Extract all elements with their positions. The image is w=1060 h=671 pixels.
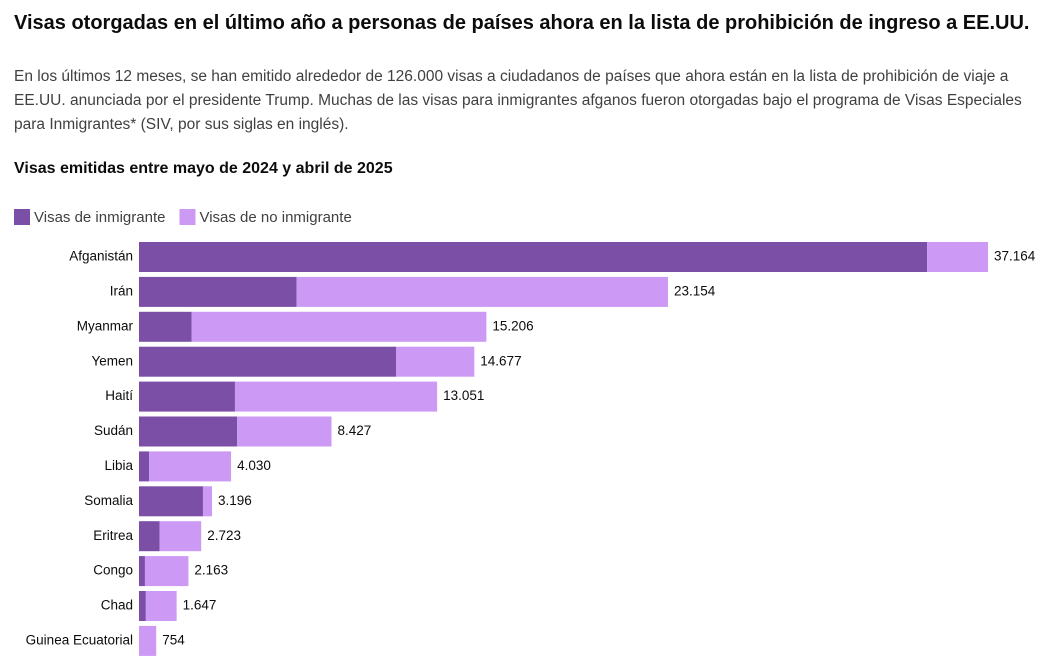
legend-swatch — [179, 209, 196, 225]
category-label: Congo — [93, 563, 133, 578]
bar-segment — [139, 416, 238, 447]
bar-segment — [139, 381, 235, 412]
bar-segment — [149, 451, 232, 482]
chart: Visas de inmigrante Visas de no inmigrant… — [14, 209, 1036, 656]
bar-segment — [159, 521, 202, 552]
total-label: 23.154 — [674, 283, 716, 298]
total-label: 3.196 — [218, 493, 252, 508]
bar-segment — [191, 311, 487, 342]
category-label: Afganistán — [69, 249, 133, 264]
total-label: 8.427 — [338, 423, 372, 438]
bar-segment — [139, 346, 397, 377]
total-label: 37.164 — [994, 249, 1036, 264]
total-label: 2.163 — [194, 563, 228, 578]
category-label: Libia — [104, 458, 133, 473]
category-label: Eritrea — [93, 528, 133, 543]
category-label: Irán — [110, 283, 133, 298]
legend-swatch — [14, 209, 30, 225]
bar-segment — [139, 521, 160, 552]
category-label: Somalia — [84, 493, 133, 508]
bar-segment — [927, 242, 988, 272]
bar-segment — [144, 556, 189, 587]
legend-label: Visas de inmigrante — [34, 209, 165, 226]
bar-segment — [234, 381, 438, 412]
bar-segment — [139, 276, 297, 307]
total-label: 15.206 — [492, 318, 533, 333]
bar-segment — [237, 416, 332, 447]
bar-segment — [396, 346, 475, 377]
chart-subtitle: Visas emitidas entre mayo de 2024 y abri… — [14, 160, 393, 177]
chart-title: Visas otorgadas en el último año a perso… — [14, 12, 1030, 34]
bar-segment — [202, 486, 213, 517]
total-label: 13.051 — [443, 388, 484, 403]
category-label: Myanmar — [77, 318, 134, 333]
category-label: Yemen — [91, 353, 133, 368]
bar-segment — [139, 486, 203, 517]
category-label: Chad — [101, 598, 133, 613]
total-label: 14.677 — [480, 353, 521, 368]
bar-segment — [296, 276, 668, 307]
bar-segment — [139, 311, 192, 342]
bar-segment — [145, 591, 177, 621]
total-label: 754 — [162, 632, 185, 647]
bar-segment — [139, 625, 157, 656]
total-label: 1.647 — [183, 598, 217, 613]
bar-segment — [139, 242, 928, 272]
category-label: Sudán — [94, 423, 133, 438]
bar-segment — [139, 451, 150, 482]
total-label: 2.723 — [207, 528, 241, 543]
bar-segment — [139, 556, 145, 587]
legend-label: Visas de no inmigrante — [199, 209, 351, 226]
category-label: Haití — [105, 388, 133, 403]
total-label: 4.030 — [237, 458, 271, 473]
category-label: Guinea Ecuatorial — [26, 632, 133, 647]
chart-description: En los últimos 12 meses, se han emitido … — [14, 68, 1022, 133]
bar-segment — [139, 591, 146, 621]
